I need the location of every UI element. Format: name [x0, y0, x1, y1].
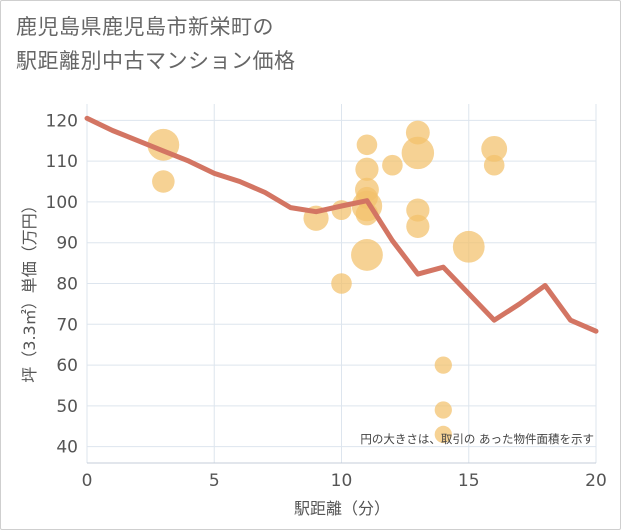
- x-tick-label: 0: [82, 471, 93, 491]
- chart-title-line-1: 鹿児島県鹿児島市新栄町の: [16, 15, 274, 39]
- bubble-point: [434, 425, 452, 444]
- bubble-point: [356, 134, 378, 156]
- size-note: 円の大きさは、取引の あった物件面積を示す: [360, 432, 594, 446]
- y-tick-label: 120: [46, 111, 78, 131]
- average-price-line: [84, 115, 599, 334]
- x-tick-label: 5: [209, 471, 220, 491]
- x-tick-label: 15: [458, 471, 480, 491]
- y-tick-label: 90: [56, 234, 78, 254]
- tick-layer: 40 50 60 70 80 90 100 110 120 0 5 10 15 20: [46, 111, 607, 491]
- bubble-point: [406, 214, 430, 238]
- chart-title: 鹿児島県鹿児島市新栄町の 駅距離別中古マンション価格: [16, 10, 296, 78]
- bubble-point: [355, 157, 379, 181]
- grid: [86, 104, 597, 464]
- y-tick-label: 100: [46, 193, 78, 213]
- y-tick-label: 110: [46, 152, 78, 172]
- y-axis-label: 坪（3.3㎡）単価（万円）: [20, 197, 39, 382]
- bubble-point: [452, 230, 485, 263]
- bubble-point: [481, 135, 508, 162]
- line-layer: [84, 115, 599, 334]
- bubble-point: [331, 273, 352, 294]
- bubble-point: [483, 154, 505, 176]
- bubble-point: [406, 198, 430, 222]
- bubble-point: [401, 136, 435, 170]
- bubble-point: [434, 401, 452, 419]
- bubble-point: [351, 239, 383, 271]
- bubble-point: [152, 170, 175, 193]
- x-tick-label: 20: [585, 471, 607, 491]
- x-axis-label: 駅距離（分）: [294, 499, 390, 518]
- y-tick-label: 80: [56, 275, 78, 295]
- bubble-point: [382, 154, 403, 176]
- chart-title-line-2: 駅距離別中古マンション価格: [16, 49, 296, 73]
- y-tick-label: 60: [56, 356, 78, 376]
- bubble-point: [434, 356, 452, 374]
- y-tick-label: 40: [56, 438, 78, 458]
- y-tick-label: 50: [56, 397, 78, 417]
- y-tick-label: 70: [56, 315, 78, 335]
- x-tick-label: 10: [331, 471, 353, 491]
